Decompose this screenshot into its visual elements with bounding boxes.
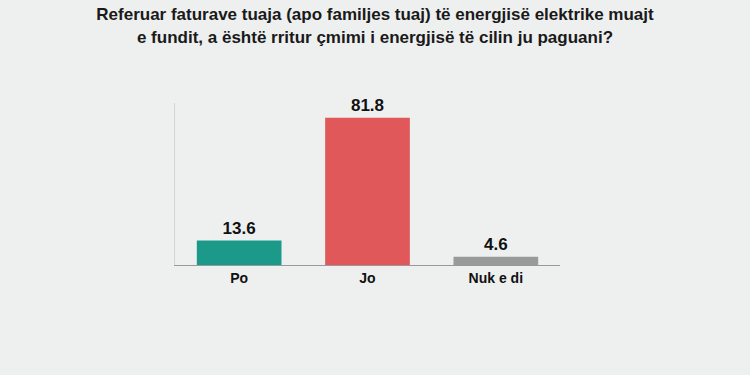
svg-text:81.8: 81.8 [351, 96, 384, 115]
svg-text:Po: Po [230, 270, 248, 286]
svg-text:4.6: 4.6 [484, 235, 508, 254]
svg-text:Jo: Jo [359, 270, 375, 286]
svg-text:Nuk e di: Nuk e di [469, 270, 523, 286]
svg-text:13.6: 13.6 [223, 219, 256, 238]
svg-text:Referuar faturave tuaja (apo f: Referuar faturave tuaja (apo familjes tu… [96, 5, 654, 46]
